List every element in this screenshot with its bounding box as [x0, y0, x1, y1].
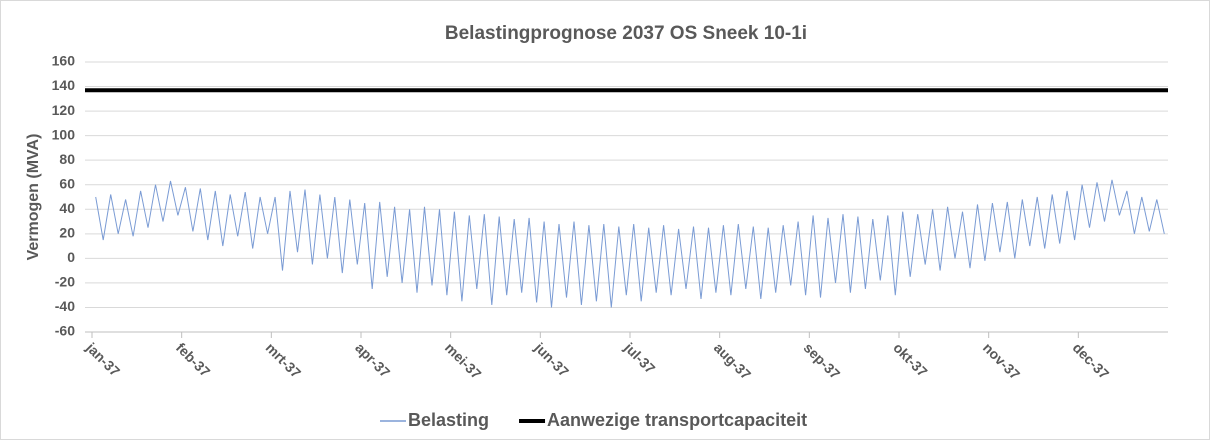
y-tick-label: 140: [52, 77, 76, 93]
y-tick-label: -40: [55, 298, 75, 314]
chart-title: Belastingprognose 2037 OS Sneek 10-1i: [445, 23, 807, 44]
y-tick-label: 20: [59, 225, 75, 241]
y-tick-label: 60: [59, 175, 75, 191]
y-tick-label: 40: [59, 200, 75, 216]
y-tick-label: 120: [52, 102, 76, 118]
y-tick-label: -20: [55, 274, 75, 290]
series-line: [95, 179, 1165, 308]
y-tick-label: -60: [55, 323, 75, 339]
legend-label: Aanwezige transportcapaciteit: [547, 410, 807, 430]
y-tick-label: 160: [52, 53, 76, 69]
legend-label: Belasting: [408, 410, 489, 430]
y-tick-label: 80: [59, 151, 75, 167]
y-tick-label: 0: [67, 249, 75, 265]
y-tick-label: 100: [52, 126, 76, 142]
y-axis-label: Vermogen (MVA): [25, 134, 42, 261]
